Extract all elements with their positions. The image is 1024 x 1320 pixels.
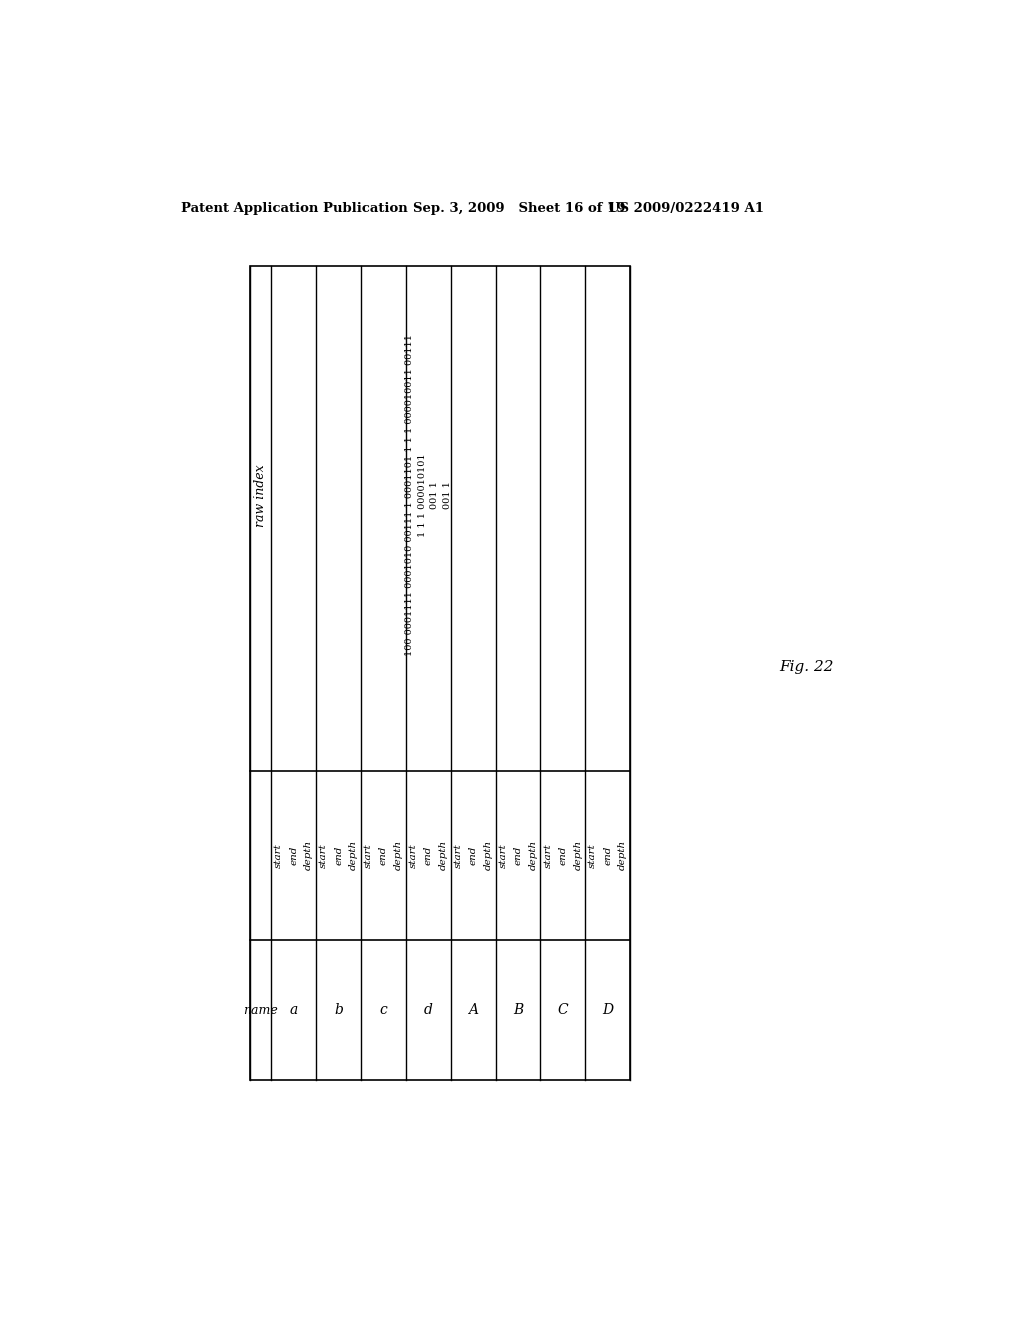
Text: Fig. 22: Fig. 22	[779, 660, 834, 673]
Text: A: A	[468, 1003, 478, 1016]
Text: start: start	[274, 843, 284, 867]
Text: depth: depth	[349, 841, 358, 870]
Text: 100 0001111 0001010 00111 1 0001101 1 1 1 000010011 00111
1 1 1 000010101
001 1
: 100 0001111 0001010 00111 1 0001101 1 1 …	[406, 334, 452, 656]
Text: depth: depth	[573, 841, 583, 870]
Text: US 2009/0222419 A1: US 2009/0222419 A1	[608, 202, 765, 215]
Text: name: name	[243, 1003, 278, 1016]
Text: start: start	[365, 843, 373, 867]
Bar	[250, 267, 630, 1080]
Text: end: end	[379, 846, 388, 865]
Text: depth: depth	[483, 841, 493, 870]
Text: start: start	[544, 843, 553, 867]
Text: Sep. 3, 2009   Sheet 16 of 19: Sep. 3, 2009 Sheet 16 of 19	[414, 202, 626, 215]
Text: D: D	[602, 1003, 613, 1016]
Text: a: a	[290, 1003, 298, 1016]
Text: depth: depth	[528, 841, 538, 870]
Text: c: c	[380, 1003, 387, 1016]
Text: depth: depth	[618, 841, 628, 870]
Text: end: end	[334, 846, 343, 865]
Text: start: start	[499, 843, 508, 867]
Text: end: end	[603, 846, 612, 865]
Text: start: start	[454, 843, 463, 867]
Text: end: end	[558, 846, 567, 865]
Text: C: C	[558, 1003, 568, 1016]
Text: b: b	[334, 1003, 343, 1016]
Text: d: d	[424, 1003, 433, 1016]
Text: Patent Application Publication: Patent Application Publication	[180, 202, 408, 215]
Text: end: end	[514, 846, 522, 865]
Text: B: B	[513, 1003, 523, 1016]
Text: start: start	[409, 843, 418, 867]
Text: depth: depth	[394, 841, 403, 870]
Text: end: end	[424, 846, 433, 865]
Text: start: start	[319, 843, 329, 867]
Text: end: end	[290, 846, 298, 865]
Text: end: end	[469, 846, 478, 865]
Text: depth: depth	[304, 841, 313, 870]
Text: raw index: raw index	[254, 463, 267, 527]
Text: depth: depth	[439, 841, 447, 870]
Text: start: start	[589, 843, 597, 867]
